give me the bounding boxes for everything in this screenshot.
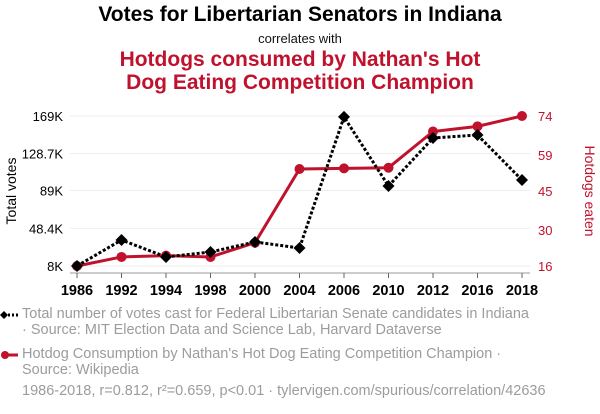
votes-line: [76, 113, 524, 268]
x-tick-label: 1994: [150, 283, 182, 299]
x-tick-label: 2006: [328, 283, 360, 299]
chart-title-secondary-line2: Dog Eating Competition Champion: [126, 71, 474, 94]
x-tick-label: 1986: [61, 283, 93, 299]
left-axis-ticks: 8K 48.4K 89K 128.7K 169K: [22, 109, 64, 274]
hotdogs-point: [517, 111, 527, 121]
x-tick-label: 2016: [461, 283, 493, 299]
x-tick-label: 2018: [506, 283, 538, 299]
hotdogs-point: [339, 163, 349, 174]
right-tick-label: 74: [538, 109, 552, 124]
votes-point: [160, 250, 172, 263]
x-tick-label: 1992: [105, 283, 137, 299]
x-tick-label: 1998: [194, 283, 226, 299]
votes-point: [427, 131, 439, 144]
footer-stats: 1986-2018, r=0.812, r²=0.659, p<0.01 · t…: [22, 383, 546, 399]
legend-hotdogs-line1: Hotdog Consumption by Nathan's Hot Dog E…: [22, 346, 502, 362]
left-tick-label: 169K: [33, 109, 64, 124]
left-tick-label: 89K: [40, 184, 63, 199]
right-tick-label: 16: [538, 259, 552, 274]
right-tick-label: 30: [538, 223, 552, 238]
left-tick-label: 48.4K: [29, 221, 63, 236]
x-tick-label: 2012: [417, 283, 449, 299]
left-tick-label: 128.7K: [22, 147, 64, 162]
x-tick-label: 2010: [372, 283, 404, 299]
left-axis-label: Total votes: [3, 158, 19, 225]
hotdogs-point: [383, 162, 394, 173]
legend-circle-line-icon: [1, 351, 18, 359]
chart-title-secondary: Hotdogs consumed by Nathan's Hot Dog Eat…: [0, 48, 600, 94]
votes-point: [516, 174, 528, 187]
chart-title: Votes for Libertarian Senators in Indian…: [98, 3, 502, 26]
hotdogs-point: [472, 121, 483, 132]
hotdogs-point: [116, 251, 127, 262]
hotdogs-point: [428, 126, 438, 137]
x-tick-label: 2004: [283, 283, 315, 299]
votes-point: [115, 234, 128, 247]
votes-point: [338, 110, 350, 123]
votes-point: [293, 242, 306, 255]
legend-diamond-dotted-icon: [0, 311, 20, 319]
votes-point: [249, 235, 261, 248]
votes-point: [471, 129, 484, 142]
right-tick-label: 59: [538, 148, 552, 163]
legend-hotdogs-line2: Source: Wikipedia: [22, 362, 139, 378]
chart-title-secondary-line1: Hotdogs consumed by Nathan's Hot: [119, 48, 481, 71]
x-tick-label: 2000: [239, 283, 271, 299]
votes-point: [382, 179, 395, 192]
left-tick-label: 8K: [47, 259, 63, 274]
gridlines: [70, 115, 530, 267]
correlates-with-label: correlates with: [258, 31, 342, 46]
right-axis-ticks: 16 30 45 59 74: [538, 109, 552, 274]
series-votes: [71, 110, 528, 272]
votes-point: [204, 246, 217, 259]
hotdogs-point: [294, 164, 305, 175]
legend-votes-line2: · Source: MIT Election Data and Science …: [22, 322, 442, 338]
chart-plot: 8K 48.4K 89K 128.7K 169K 16 30 45 59 74 1986 1992…: [3, 109, 598, 299]
votes-point: [71, 260, 83, 272]
right-tick-label: 45: [538, 184, 552, 199]
legend-votes-line1: Total number of votes cast for Federal L…: [22, 306, 529, 322]
x-axis: 1986 1992 1994 1998 2000 2004 2006 2010 2012 2016…: [61, 272, 538, 299]
right-axis-label: Hotdogs eaten: [582, 145, 598, 236]
